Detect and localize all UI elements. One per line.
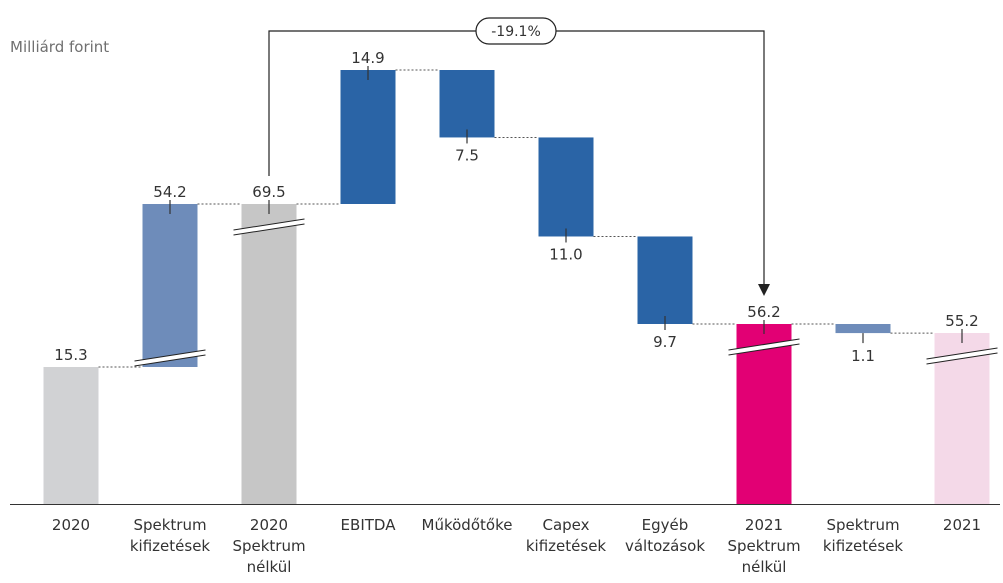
axis-break-mark	[926, 347, 998, 360]
axis-break-mark	[233, 218, 305, 231]
category-label-line: nélkül	[247, 558, 292, 576]
bar	[241, 204, 297, 504]
category-label-line: Működőtőke	[422, 516, 513, 534]
category-label-line: változások	[625, 537, 705, 555]
axis-break-gap	[134, 350, 206, 366]
category-label-line: 2021	[943, 516, 981, 534]
category-label: Egyéb változások	[625, 516, 705, 555]
category-label-line: kifizetések	[526, 537, 607, 555]
category-label-line: Spektrum	[826, 516, 899, 534]
category-label: 2021	[943, 516, 981, 534]
value-label: 1.1	[851, 347, 875, 365]
bar	[43, 367, 99, 504]
axis-break-mark	[134, 349, 206, 362]
bar	[340, 70, 396, 204]
bridge-label: -19.1%	[491, 24, 541, 40]
axis-break-gap	[233, 219, 305, 235]
bar	[538, 137, 594, 237]
bridge-arrowhead	[758, 284, 770, 296]
bar	[736, 324, 792, 504]
category-label-line: Capex	[542, 516, 589, 534]
category-label-line: kifizetések	[823, 537, 904, 555]
bar	[439, 70, 495, 138]
value-label: 55.2	[945, 312, 978, 330]
category-label-line: kifizetések	[130, 537, 211, 555]
bar	[835, 324, 891, 334]
bar	[142, 204, 198, 367]
category-label: Spektrum kifizetések	[130, 516, 211, 555]
category-label: 2020	[52, 516, 90, 534]
axis-break-gap	[926, 348, 998, 364]
axis-break-mark	[728, 343, 800, 356]
unit-label: Milliárd forint	[10, 38, 110, 56]
category-label-line: 2021	[745, 516, 783, 534]
axis-break-gap	[728, 339, 800, 355]
category-label: 2020 Spektrum nélkül	[232, 516, 305, 576]
category-label-line: 2020	[52, 516, 90, 534]
category-label-line: Spektrum	[232, 537, 305, 555]
category-label-line: nélkül	[742, 558, 787, 576]
category-label: Capex kifizetések	[526, 516, 607, 555]
category-label-line: Spektrum	[133, 516, 206, 534]
bridge-label-pill	[475, 17, 557, 45]
bar	[637, 236, 693, 324]
value-label: 69.5	[252, 183, 285, 201]
axis-break-mark	[233, 223, 305, 236]
value-label: 56.2	[747, 303, 780, 321]
category-label: Spektrum kifizetések	[823, 516, 904, 555]
category-label-line: Egyéb	[642, 516, 689, 534]
value-label: 54.2	[153, 183, 186, 201]
category-label-line: EBITDA	[341, 516, 397, 534]
value-label: 14.9	[351, 49, 384, 67]
category-label: Működőtőke	[422, 516, 513, 534]
axis-break-mark	[926, 352, 998, 365]
category-label-line: Spektrum	[727, 537, 800, 555]
category-label-line: 2020	[250, 516, 288, 534]
value-label: 15.3	[54, 346, 87, 364]
value-label: 9.7	[653, 333, 677, 351]
category-label: 2021 Spektrum nélkül	[727, 516, 800, 576]
axis-break-mark	[728, 338, 800, 351]
axis-break-mark	[134, 354, 206, 367]
value-label: 7.5	[455, 146, 479, 164]
value-label: 11.0	[549, 245, 582, 263]
category-label: EBITDA	[341, 516, 397, 534]
